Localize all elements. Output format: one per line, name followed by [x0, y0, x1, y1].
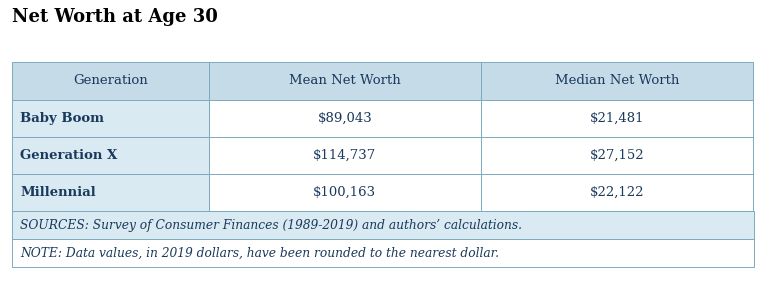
Bar: [12, 100, 208, 137]
Text: Median Net Worth: Median Net Worth: [555, 74, 679, 87]
Text: Millennial: Millennial: [20, 186, 96, 199]
Bar: [481, 100, 753, 137]
Bar: [208, 174, 481, 211]
Bar: [12, 62, 208, 100]
Text: $114,737: $114,737: [313, 149, 376, 162]
Text: $100,163: $100,163: [313, 186, 376, 199]
Bar: [481, 174, 753, 211]
Text: $27,152: $27,152: [590, 149, 644, 162]
Bar: [12, 211, 754, 239]
Bar: [12, 137, 208, 174]
Bar: [208, 100, 481, 137]
Bar: [12, 174, 208, 211]
Bar: [208, 137, 481, 174]
Text: Baby Boom: Baby Boom: [20, 112, 104, 125]
Bar: [481, 62, 753, 100]
Bar: [208, 62, 481, 100]
Text: SOURCES: Survey of Consumer Finances (1989-2019) and authors’ calculations.: SOURCES: Survey of Consumer Finances (19…: [20, 219, 522, 232]
Text: $89,043: $89,043: [317, 112, 372, 125]
Text: NOTE: Data values, in 2019 dollars, have been rounded to the nearest dollar.: NOTE: Data values, in 2019 dollars, have…: [20, 246, 499, 259]
Text: $22,122: $22,122: [590, 186, 644, 199]
Text: Net Worth at Age 30: Net Worth at Age 30: [12, 8, 218, 26]
Bar: [481, 137, 753, 174]
Text: Generation X: Generation X: [20, 149, 117, 162]
Text: $21,481: $21,481: [590, 112, 644, 125]
Text: Generation: Generation: [73, 74, 148, 87]
Text: Mean Net Worth: Mean Net Worth: [289, 74, 401, 87]
Bar: [12, 239, 754, 267]
